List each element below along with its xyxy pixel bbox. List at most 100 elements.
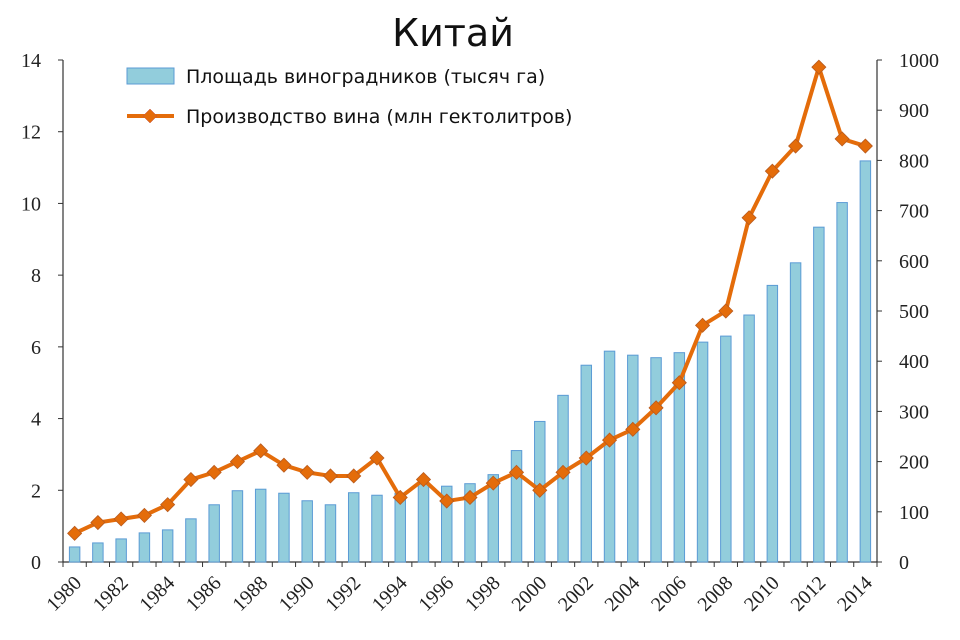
line-point xyxy=(183,471,199,488)
bar xyxy=(487,474,499,563)
line-point xyxy=(462,489,478,506)
y-left-tick-label: 10 xyxy=(21,193,41,215)
y-left-tick-label: 0 xyxy=(31,552,41,574)
x-tick-label: 1992 xyxy=(321,572,365,616)
x-tick-label: 1982 xyxy=(89,572,133,616)
y-left-tick-label: 8 xyxy=(31,265,41,287)
bar xyxy=(301,500,313,563)
bar xyxy=(161,529,174,563)
legend: Площадь виноградников (тысяч га) Произво… xyxy=(126,66,572,128)
line-point xyxy=(671,375,687,391)
line-point xyxy=(601,432,618,448)
line-point xyxy=(160,497,176,513)
line-point xyxy=(857,138,873,154)
x-tick-label: 1986 xyxy=(182,572,226,616)
bar xyxy=(720,335,732,563)
bar xyxy=(603,350,616,563)
bar xyxy=(859,160,872,563)
legend-label-line: Производство вина (млн гектолитров) xyxy=(186,106,572,128)
x-tick-label: 1996 xyxy=(414,572,458,616)
line-point xyxy=(322,468,339,484)
x-tick-label: 1984 xyxy=(135,572,179,616)
line-point xyxy=(136,507,152,523)
y-right-tick-label: 400 xyxy=(899,351,929,373)
bar xyxy=(813,226,825,563)
bar xyxy=(627,354,639,563)
x-tick-label: 2002 xyxy=(554,572,598,616)
line-point xyxy=(206,464,222,480)
line-point xyxy=(555,464,571,480)
line-point xyxy=(392,489,408,506)
bar xyxy=(836,202,848,563)
y-right-tick-label: 900 xyxy=(899,100,929,122)
bar xyxy=(92,542,104,563)
bar xyxy=(371,494,383,563)
bar xyxy=(254,488,267,563)
bar xyxy=(347,492,360,563)
x-tick-label: 2012 xyxy=(787,572,831,616)
line-point xyxy=(695,317,711,333)
line-point xyxy=(834,131,850,147)
bar xyxy=(278,492,290,563)
chart-title: Китай xyxy=(392,11,514,55)
line-point xyxy=(811,59,827,75)
line-point xyxy=(788,138,804,154)
line-series xyxy=(67,59,873,541)
bar xyxy=(743,314,755,563)
y-left-tick-label: 2 xyxy=(31,480,41,502)
y-right-tick-label: 100 xyxy=(899,502,929,524)
bar xyxy=(464,483,476,563)
bar xyxy=(185,518,197,563)
x-tick-label: 1994 xyxy=(368,572,412,616)
line-point xyxy=(415,471,432,488)
line-point xyxy=(625,421,641,437)
x-tick-label: 2014 xyxy=(833,572,877,616)
bar xyxy=(138,532,151,563)
line-point xyxy=(578,450,594,466)
line-point xyxy=(90,514,106,531)
y-right-tick-label: 300 xyxy=(899,401,929,423)
line-point xyxy=(764,163,780,179)
y-right-tick-label: 1000 xyxy=(899,50,939,72)
line-point xyxy=(718,303,734,319)
bar xyxy=(324,504,337,563)
y-right-tick-label: 600 xyxy=(899,251,929,273)
line-point xyxy=(346,468,362,484)
line-point xyxy=(369,450,385,466)
y-left-tick-label: 6 xyxy=(31,337,41,359)
line-point xyxy=(253,443,269,459)
bar xyxy=(510,450,523,563)
line-point xyxy=(439,493,455,509)
x-tick-label: 1990 xyxy=(275,572,319,616)
legend-label-bar: Площадь виноградников (тысяч га) xyxy=(186,66,545,88)
y-left-tick-label: 12 xyxy=(21,122,41,144)
y-right-tick-label: 500 xyxy=(899,301,929,323)
x-tick-label: 2004 xyxy=(600,572,644,616)
bar xyxy=(789,262,802,563)
x-tick-label: 1988 xyxy=(228,572,272,616)
y-right-tick-label: 200 xyxy=(899,452,929,474)
bar xyxy=(441,485,453,563)
bar xyxy=(673,352,686,563)
line-point xyxy=(276,457,292,473)
legend-marker xyxy=(142,108,158,124)
y-right-tick-label: 700 xyxy=(899,201,929,223)
bar xyxy=(417,482,430,563)
bar xyxy=(208,504,220,563)
x-tick-label: 2006 xyxy=(647,572,691,616)
x-tick-label: 2000 xyxy=(507,572,551,616)
bar xyxy=(68,546,81,563)
x-tick-label: 1980 xyxy=(42,572,86,616)
line-point xyxy=(67,525,83,541)
y-left-tick-label: 14 xyxy=(21,50,41,72)
line-point xyxy=(299,464,315,480)
line-point xyxy=(741,210,757,226)
bar xyxy=(115,538,127,563)
x-tick-label: 2008 xyxy=(694,572,738,616)
x-tick-label: 2010 xyxy=(740,572,784,616)
legend-swatch-bar xyxy=(126,67,175,85)
line-point xyxy=(532,482,548,498)
y-right-tick-label: 0 xyxy=(899,552,909,574)
line-point xyxy=(113,511,129,527)
